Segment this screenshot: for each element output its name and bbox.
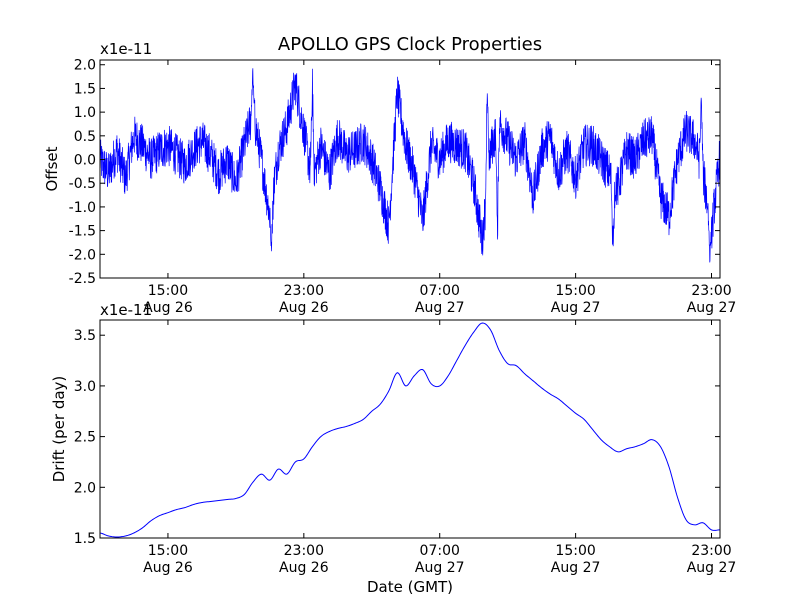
drift-x-tick-time: 15:00 (148, 543, 188, 559)
drift-line-layer (100, 322, 720, 538)
drift-axes-frame (99, 319, 721, 539)
offset-x-tick-date: Aug 27 (551, 300, 601, 316)
offset-x-tick-date: Aug 26 (279, 300, 329, 316)
offset-x-tick-time: 07:00 (420, 283, 460, 299)
drift-y-tick-label: 3.5 (74, 328, 96, 344)
drift-x-tick-date: Aug 27 (687, 560, 737, 576)
offset-x-tick-date: Aug 27 (687, 300, 737, 316)
drift-x-tick-time: 23:00 (691, 543, 731, 559)
chart-title: APOLLO GPS Clock Properties (278, 34, 542, 55)
offset-y-tick-label: -1.5 (69, 224, 96, 240)
drift-plot-area (100, 320, 720, 538)
drift-y-tick-label: 2.5 (74, 430, 96, 446)
offset-x-tick-time: 15:00 (555, 283, 595, 299)
offset-y-tick-label: 1.0 (74, 105, 96, 121)
offset-y-axis-label: Offset (43, 146, 61, 191)
offset-y-tick-label: 0.5 (74, 129, 96, 145)
drift-y-axis-label: Drift (per day) (50, 376, 68, 483)
offset-y-tick-label: 0.0 (74, 153, 96, 169)
drift-x-tick-time: 15:00 (555, 543, 595, 559)
offset-x-tick-time: 23:00 (691, 283, 731, 299)
offset-y-tick-label: -2.5 (69, 271, 96, 287)
drift-x-tick-date: Aug 26 (279, 560, 329, 576)
offset-y-tick-label: -1.0 (69, 200, 96, 216)
offset-scale-label: x1e-11 (100, 40, 152, 58)
drift-x-tick-date: Aug 27 (551, 560, 601, 576)
offset-line-layer (100, 68, 720, 263)
offset-x-tick-date: Aug 27 (415, 300, 465, 316)
offset-y-tick-label: -0.5 (69, 176, 96, 192)
drift-y-ticks: 1.5 2.0 2.5 3.0 3.5 (74, 328, 720, 547)
drift-x-tick-time: 07:00 (420, 543, 460, 559)
drift-series-line (100, 322, 720, 538)
offset-y-ticks: -2.5 -2.0 -1.5 -1.0 -0.5 0.0 0.5 1.0 1.5 2.0 (69, 58, 720, 287)
drift-x-tick-date: Aug 26 (143, 560, 193, 576)
drift-y-tick-label: 1.5 (74, 531, 96, 547)
drift-y-tick-label: 2.0 (74, 480, 96, 496)
drift-y-tick-label: 3.0 (74, 379, 96, 395)
offset-axes-frame (99, 59, 721, 279)
drift-x-tick-date: Aug 27 (415, 560, 465, 576)
offset-x-tick-time: 15:00 (148, 283, 188, 299)
drift-x-tick-time: 23:00 (284, 543, 324, 559)
offset-series-line (100, 68, 720, 263)
drift-scale-label: x1e-11 (100, 301, 152, 319)
offset-x-tick-time: 23:00 (284, 283, 324, 299)
offset-panel: -2.5 -2.0 -1.5 -1.0 -0.5 0.0 0.5 1.0 1.5 2.0 15:0… (43, 40, 736, 316)
offset-y-tick-label: 1.5 (74, 81, 96, 97)
offset-y-tick-label: 2.0 (74, 58, 96, 74)
x-axis-label: Date (GMT) (367, 578, 453, 596)
offset-x-tick-date: Aug 26 (143, 300, 193, 316)
offset-y-tick-label: -2.0 (69, 247, 96, 263)
